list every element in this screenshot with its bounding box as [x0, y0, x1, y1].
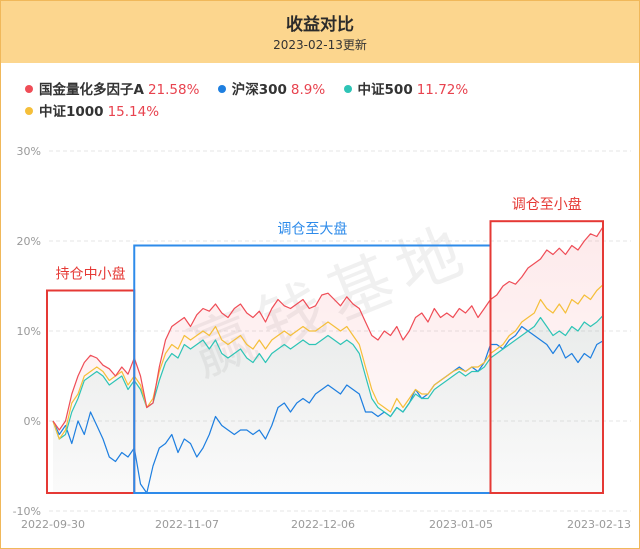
annotation-label: 持仓中小盘: [56, 266, 126, 283]
x-tick-label: 2023-01-05: [429, 518, 493, 531]
y-tick-label: 10%: [17, 325, 41, 338]
annotation-box: [489, 220, 604, 494]
legend: 国金量化多因子A 21.58% 沪深300 8.9% 中证500 11.72% 中证1…: [25, 79, 625, 123]
legend-value: 15.14%: [107, 104, 160, 120]
legend-name: 中证1000: [39, 104, 104, 120]
card-header: 收益对比 2023-02-13更新: [1, 1, 639, 63]
legend-name: 国金量化多因子A: [39, 82, 144, 98]
series-line-hs300: [52, 325, 604, 494]
page-title: 收益对比: [286, 15, 354, 35]
series-line-fund: [52, 226, 604, 431]
legend-row-2: 中证1000 15.14%: [25, 101, 625, 123]
y-tick-label: 20%: [17, 235, 41, 248]
x-tick-label: 2022-11-07: [155, 518, 219, 531]
y-tick-label: -10%: [13, 505, 41, 518]
y-tick-label: 30%: [17, 145, 41, 158]
x-tick-label: 2022-12-06: [291, 518, 355, 531]
annotation-label: 调仓至大盘: [277, 221, 347, 238]
legend-item-hs300[interactable]: 沪深300 8.9%: [217, 79, 326, 101]
legend-dot-zz500: [343, 85, 352, 93]
annotation-label: 调仓至小盘: [512, 196, 582, 213]
x-tick-label: 2022-09-30: [21, 518, 85, 531]
legend-item-zz500[interactable]: 中证500 11.72%: [343, 79, 469, 101]
legend-dot-hs300: [217, 85, 226, 93]
legend-value: 8.9%: [290, 82, 326, 98]
legend-item-zz1000[interactable]: 中证1000 15.14%: [25, 101, 159, 123]
legend-name: 沪深300: [231, 82, 287, 98]
legend-row-1: 国金量化多因子A 21.58% 沪深300 8.9% 中证500 11.72%: [25, 79, 625, 101]
index-area: [53, 315, 603, 493]
line-chart: 30% 20% 10% 0% -10%2022-09-30 2022-11-07 2022-…: [13, 145, 631, 531]
legend-value: 11.72%: [416, 82, 469, 98]
legend-dot-fund: [25, 85, 33, 93]
legend-name: 中证500: [357, 82, 413, 98]
legend-value: 21.58%: [147, 82, 200, 98]
legend-item-fund[interactable]: 国金量化多因子A 21.58%: [25, 79, 199, 101]
legend-dot-zz1000: [25, 107, 33, 115]
y-tick-label: 0%: [24, 415, 41, 428]
x-tick-label: 2023-02-13: [567, 518, 631, 531]
update-date: 2023-02-13更新: [273, 38, 367, 52]
